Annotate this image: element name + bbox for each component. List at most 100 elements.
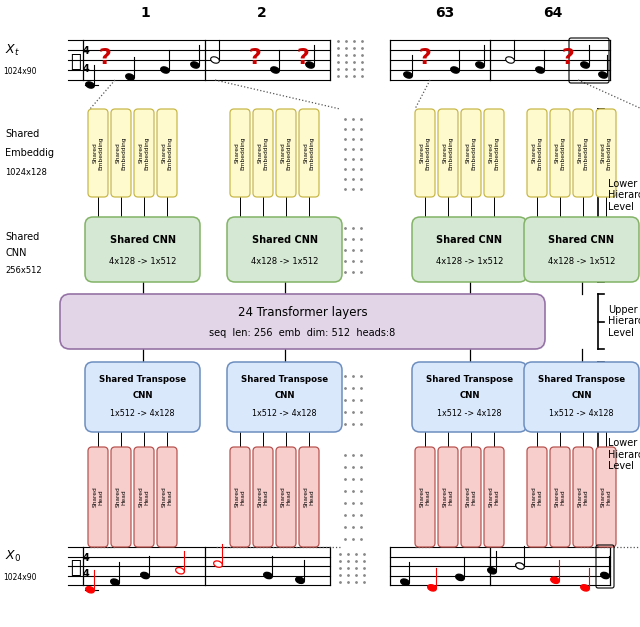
FancyBboxPatch shape xyxy=(524,362,639,432)
Ellipse shape xyxy=(601,572,609,579)
FancyBboxPatch shape xyxy=(596,109,616,197)
Ellipse shape xyxy=(271,67,279,73)
Text: Shared
Head: Shared Head xyxy=(488,487,499,507)
FancyBboxPatch shape xyxy=(438,109,458,197)
FancyBboxPatch shape xyxy=(461,447,481,547)
FancyBboxPatch shape xyxy=(157,109,177,197)
Text: Shared
Embedding: Shared Embedding xyxy=(555,136,565,170)
Text: 1x512 -> 4x128: 1x512 -> 4x128 xyxy=(252,409,317,418)
FancyBboxPatch shape xyxy=(88,109,108,197)
FancyBboxPatch shape xyxy=(596,447,616,547)
Text: Lower
Hierarchy
Level: Lower Hierarchy Level xyxy=(608,179,640,212)
Ellipse shape xyxy=(264,572,273,579)
Text: 4: 4 xyxy=(83,552,90,562)
Ellipse shape xyxy=(598,71,607,78)
Ellipse shape xyxy=(161,67,170,73)
Ellipse shape xyxy=(506,57,515,63)
FancyBboxPatch shape xyxy=(527,447,547,547)
Text: Shared
Embedding: Shared Embedding xyxy=(280,136,291,170)
Text: Upper
Hierarchy
Level: Upper Hierarchy Level xyxy=(608,305,640,338)
FancyBboxPatch shape xyxy=(111,447,131,547)
FancyBboxPatch shape xyxy=(230,447,250,547)
Text: CNN: CNN xyxy=(275,391,295,400)
Text: Shared
Embedding: Shared Embedding xyxy=(443,136,453,170)
Ellipse shape xyxy=(125,74,134,80)
Ellipse shape xyxy=(401,579,410,586)
Text: 1024x90: 1024x90 xyxy=(3,68,36,76)
Ellipse shape xyxy=(175,567,184,574)
FancyBboxPatch shape xyxy=(412,217,527,282)
Text: ?: ? xyxy=(248,48,261,68)
Text: Shared
Head: Shared Head xyxy=(116,487,127,507)
Text: 4: 4 xyxy=(83,569,90,579)
Text: Shared
Embedding: Shared Embedding xyxy=(139,136,149,170)
Text: Shared
Embedding: Shared Embedding xyxy=(600,136,611,170)
Text: Shared
Embedding: Shared Embedding xyxy=(532,136,543,170)
Text: 24 Transformer layers: 24 Transformer layers xyxy=(237,306,367,319)
FancyBboxPatch shape xyxy=(230,109,250,197)
FancyBboxPatch shape xyxy=(550,109,570,197)
Text: Embeddig: Embeddig xyxy=(5,148,54,158)
Text: CNN: CNN xyxy=(132,391,153,400)
Text: Shared
Embedding: Shared Embedding xyxy=(466,136,476,170)
Ellipse shape xyxy=(580,584,589,591)
FancyBboxPatch shape xyxy=(527,109,547,197)
FancyBboxPatch shape xyxy=(438,447,458,547)
FancyBboxPatch shape xyxy=(85,217,200,282)
Text: 4x128 -> 1x512: 4x128 -> 1x512 xyxy=(251,256,318,266)
FancyBboxPatch shape xyxy=(111,109,131,197)
Text: Shared
Head: Shared Head xyxy=(443,487,453,507)
Text: 4x128 -> 1x512: 4x128 -> 1x512 xyxy=(109,256,176,266)
FancyBboxPatch shape xyxy=(227,217,342,282)
Text: 1: 1 xyxy=(140,6,150,20)
FancyBboxPatch shape xyxy=(415,109,435,197)
Text: Shared Transpose: Shared Transpose xyxy=(99,375,186,384)
Text: ?: ? xyxy=(419,48,431,68)
FancyBboxPatch shape xyxy=(88,447,108,547)
Text: Shared
Head: Shared Head xyxy=(258,487,268,507)
FancyBboxPatch shape xyxy=(415,447,435,547)
Text: ?: ? xyxy=(296,48,309,68)
Ellipse shape xyxy=(536,67,545,73)
Text: 2: 2 xyxy=(257,6,267,20)
Text: Shared
Embedding: Shared Embedding xyxy=(420,136,430,170)
Text: 63: 63 xyxy=(435,6,454,20)
Text: $X_t$: $X_t$ xyxy=(5,43,20,58)
Text: Shared
Head: Shared Head xyxy=(555,487,565,507)
Ellipse shape xyxy=(516,563,524,569)
Text: 1x512 -> 4x128: 1x512 -> 4x128 xyxy=(110,409,175,418)
Text: Shared
Head: Shared Head xyxy=(303,487,314,507)
FancyBboxPatch shape xyxy=(461,109,481,197)
Text: 4: 4 xyxy=(83,64,90,74)
FancyBboxPatch shape xyxy=(85,362,200,432)
Text: 4x128 -> 1x512: 4x128 -> 1x512 xyxy=(548,256,615,266)
Text: Shared Transpose: Shared Transpose xyxy=(241,375,328,384)
Text: Shared CNN: Shared CNN xyxy=(252,234,317,245)
Text: Shared
Embedding: Shared Embedding xyxy=(116,136,127,170)
Text: Shared
Head: Shared Head xyxy=(532,487,543,507)
Text: 4: 4 xyxy=(83,46,90,56)
Ellipse shape xyxy=(296,577,305,584)
Text: 4x128 -> 1x512: 4x128 -> 1x512 xyxy=(436,256,503,266)
Text: Shared: Shared xyxy=(5,231,39,241)
Text: Shared
Embedding: Shared Embedding xyxy=(161,136,172,170)
Text: Shared
Head: Shared Head xyxy=(139,487,149,507)
Text: 1x512 -> 4x128: 1x512 -> 4x128 xyxy=(549,409,614,418)
Text: ?: ? xyxy=(99,48,111,68)
FancyBboxPatch shape xyxy=(299,447,319,547)
FancyBboxPatch shape xyxy=(484,109,504,197)
Ellipse shape xyxy=(476,62,484,68)
Ellipse shape xyxy=(306,62,314,68)
Text: 1024x90: 1024x90 xyxy=(3,573,36,582)
Ellipse shape xyxy=(86,82,94,88)
Text: CNN: CNN xyxy=(460,391,480,400)
Text: $X_0$: $X_0$ xyxy=(5,549,21,564)
Text: Shared
Head: Shared Head xyxy=(235,487,245,507)
Text: Shared
Embedding: Shared Embedding xyxy=(488,136,499,170)
Text: Shared
Embedding: Shared Embedding xyxy=(258,136,268,170)
FancyBboxPatch shape xyxy=(157,447,177,547)
Ellipse shape xyxy=(550,577,559,584)
Text: Shared
Head: Shared Head xyxy=(93,487,104,507)
Text: 1x512 -> 4x128: 1x512 -> 4x128 xyxy=(437,409,502,418)
Ellipse shape xyxy=(86,586,94,593)
